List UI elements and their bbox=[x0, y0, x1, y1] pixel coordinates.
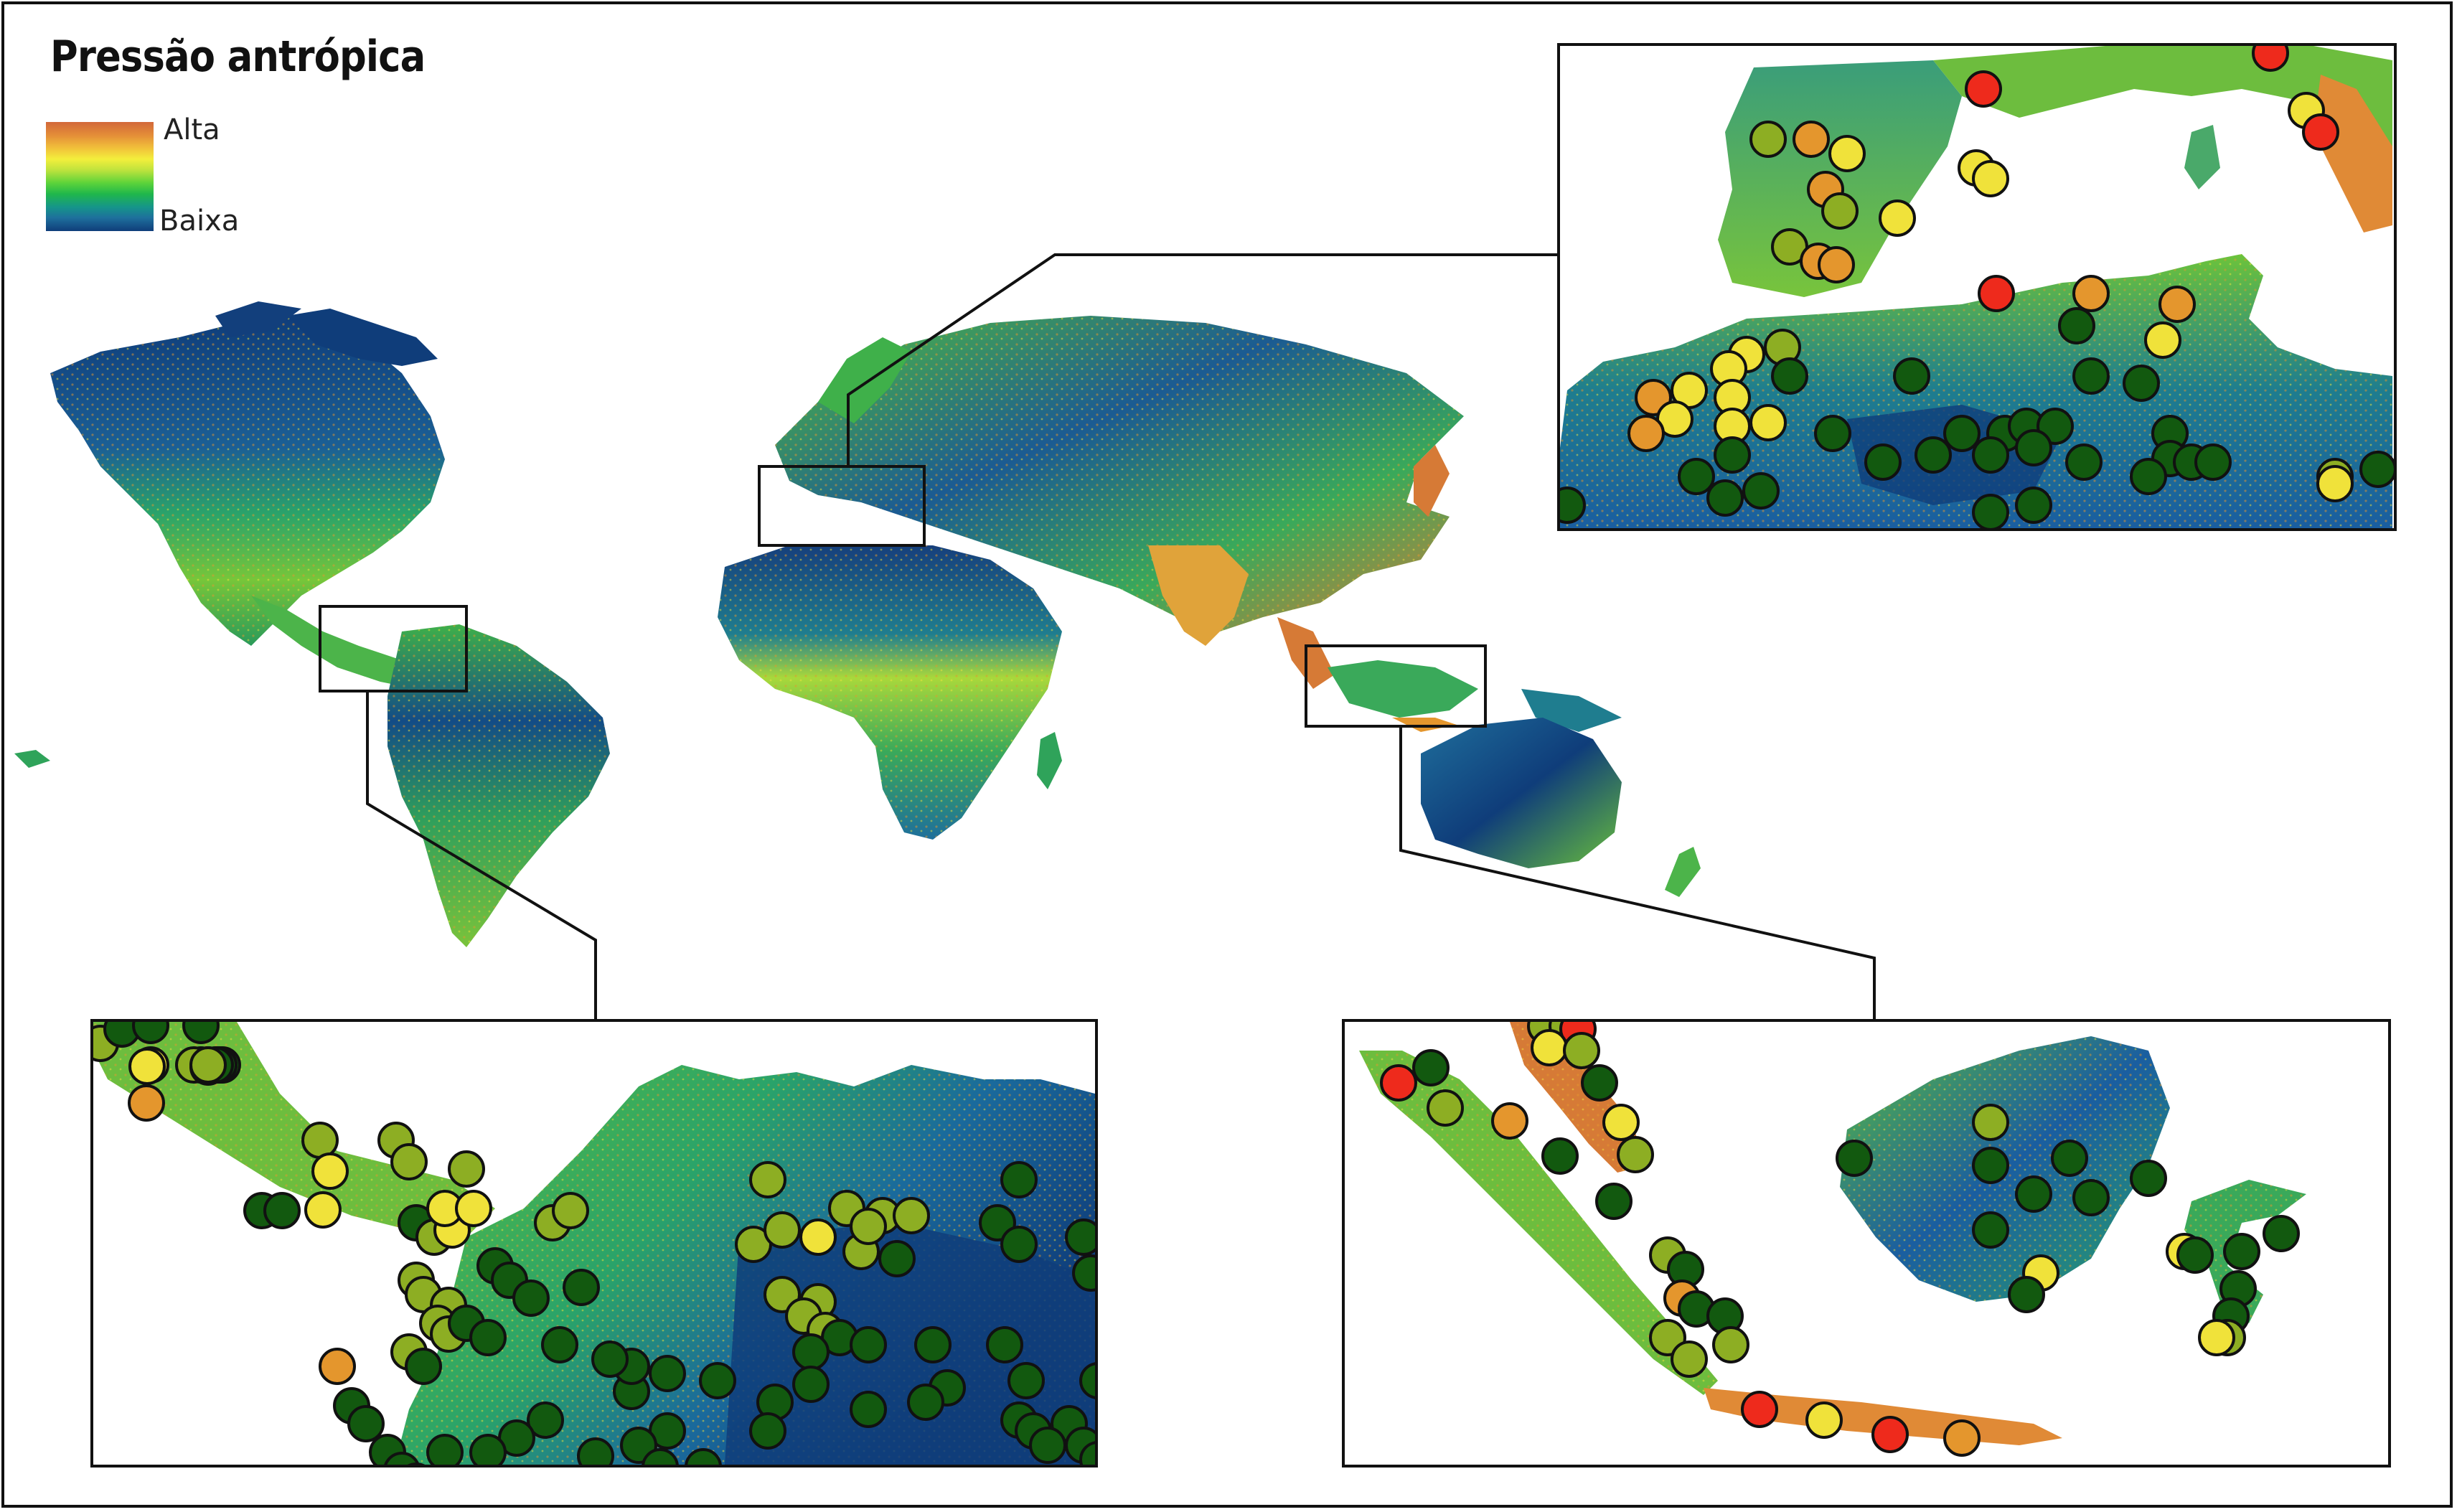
greenland bbox=[287, 309, 438, 366]
legend-color-ramp bbox=[46, 122, 154, 231]
americas-indicator-box bbox=[319, 605, 468, 692]
central-america bbox=[251, 596, 431, 689]
asia-leader-line bbox=[1399, 726, 1876, 1019]
indian-subcontinent bbox=[1148, 545, 1249, 646]
asia-indicator-box bbox=[1305, 644, 1487, 728]
australia bbox=[1421, 718, 1622, 868]
inset-mediterranean bbox=[1557, 43, 2397, 531]
med-indicator-box bbox=[758, 465, 926, 547]
inset-americas bbox=[90, 1019, 1098, 1468]
legend-high-label: Alta bbox=[164, 113, 220, 146]
med-leader-line bbox=[847, 253, 1557, 466]
americas-leader-line bbox=[366, 691, 597, 1019]
maritime-asia bbox=[1328, 660, 1478, 718]
map-title: Pressão antrópica bbox=[50, 32, 426, 82]
legend-low-label: Baixa bbox=[159, 205, 240, 238]
inset-southeast-asia bbox=[1342, 1019, 2391, 1468]
